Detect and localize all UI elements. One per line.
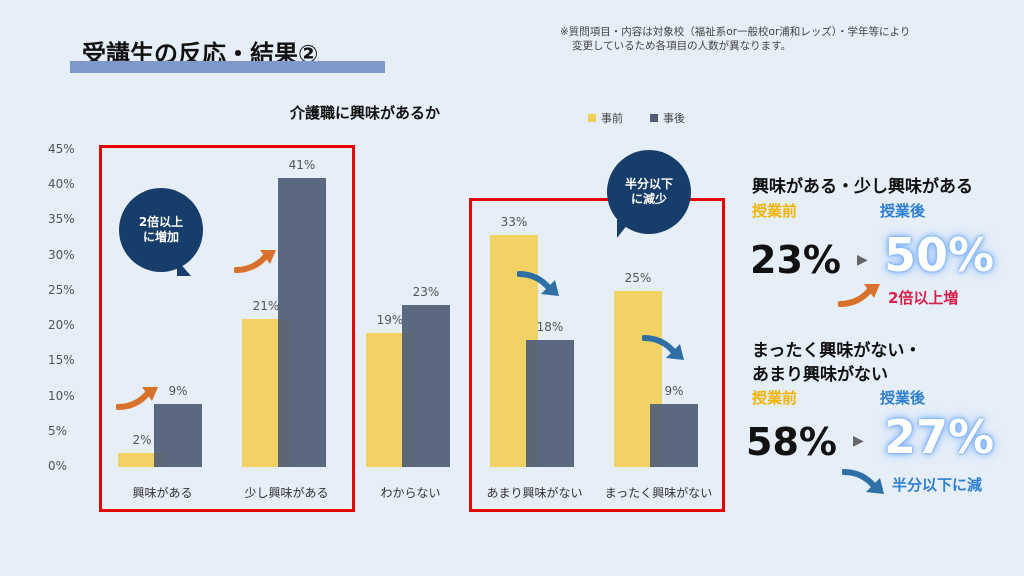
data-label: 9% — [664, 383, 684, 398]
legend-label-after: 事後 — [663, 112, 685, 125]
data-label: 33% — [500, 214, 528, 229]
chevron-right-icon: ▶ — [853, 433, 864, 449]
summary-no-interest-result: 半分以下に減 — [892, 476, 983, 494]
data-label: 25% — [624, 270, 652, 285]
bar-after — [154, 403, 202, 467]
x-tick-label: 興味がある — [132, 486, 193, 500]
y-tick-label: 25% — [48, 282, 75, 297]
legend-swatch-before — [588, 114, 596, 122]
summary-no-interest-before-value: 58% — [746, 420, 837, 464]
data-label: 9% — [168, 383, 188, 398]
chart-title: 介護職に興味があるか — [290, 104, 441, 122]
legend-swatch-after — [650, 114, 658, 122]
data-label: 2% — [132, 432, 152, 447]
y-tick-label: 40% — [48, 177, 75, 192]
footnote: ※質問項目・内容は対象校（福祉系or一般校or浦和レッズ）・学年等により 変更し… — [560, 25, 990, 53]
curved-arrow-up-icon — [838, 284, 880, 307]
summary-interest-after-value: 50% — [884, 228, 995, 282]
legend-item-before: 事前 — [588, 110, 623, 126]
data-label: 23% — [412, 284, 440, 299]
x-tick-label: まったく興味がない — [604, 486, 713, 500]
data-label: 21% — [252, 299, 280, 314]
y-tick-label: 10% — [48, 388, 75, 403]
data-label: 19% — [376, 313, 404, 328]
curved-arrow-down-icon — [842, 469, 884, 494]
y-tick-label: 30% — [48, 247, 75, 262]
bubble-tail — [617, 220, 631, 238]
legend-item-after: 事後 — [650, 110, 685, 126]
curved-arrow-down-icon — [517, 271, 559, 296]
y-tick-label: 35% — [48, 212, 75, 227]
bubble-decrease-line2: に減少 — [630, 192, 667, 206]
summary-interest-before-label: 授業前 — [752, 202, 798, 220]
x-tick-label: 少し興味がある — [244, 486, 329, 500]
chevron-right-icon: ▶ — [857, 252, 868, 268]
y-tick-label: 45% — [48, 142, 75, 156]
bar-after — [650, 403, 698, 467]
bubble-increase-line1: 2倍以上 — [138, 215, 184, 229]
title-underline — [70, 61, 385, 73]
summary-no-interest-after-label: 授業後 — [880, 389, 926, 407]
x-tick-label: わからない — [380, 486, 441, 500]
summary-interest-heading: 興味がある・少し興味がある — [752, 177, 973, 197]
bubble-increase-line2: に増加 — [142, 230, 179, 244]
y-tick-label: 0% — [48, 459, 68, 473]
summary-no-interest-before-label: 授業前 — [752, 389, 798, 407]
data-label: 18% — [536, 320, 564, 335]
summary-interest-result: 2倍以上増 — [888, 289, 959, 307]
footnote-line-2: 変更しているため各項目の人数が異なります。 — [572, 40, 792, 52]
y-tick-label: 5% — [48, 423, 68, 438]
summary-interest-after-label: 授業後 — [880, 202, 926, 220]
callout-bubble-decrease: 半分以下 に減少 — [607, 150, 691, 238]
summary-no-interest-heading-2: あまり興味がない — [752, 365, 888, 385]
summary-no-interest-heading-1: まったく興味がない・ — [752, 341, 922, 361]
curved-arrow-down-icon — [642, 335, 684, 360]
footnote-line-1: ※質問項目・内容は対象校（福祉系or一般校or浦和レッズ）・学年等により — [560, 26, 911, 38]
legend-label-before: 事前 — [601, 112, 623, 125]
y-tick-label: 15% — [48, 353, 75, 368]
data-label: 41% — [288, 158, 316, 173]
callout-bubble-increase: 2倍以上 に増加 — [119, 188, 203, 276]
y-tick-label: 20% — [48, 318, 75, 333]
summary-interest-before-value: 23% — [750, 238, 841, 282]
bar-after — [402, 304, 450, 467]
x-tick-label: あまり興味がない — [486, 486, 583, 500]
bubble-decrease-line1: 半分以下 — [624, 177, 673, 191]
highlight-frame-increase — [99, 145, 355, 512]
bar-after — [278, 178, 326, 467]
highlight-frame-decrease — [469, 198, 725, 512]
bar-after — [526, 340, 574, 467]
curved-arrow-up-icon — [116, 387, 158, 410]
curved-arrow-up-icon — [234, 250, 276, 273]
summary-no-interest-after-value: 27% — [884, 410, 995, 464]
bubble-tail — [177, 260, 191, 276]
